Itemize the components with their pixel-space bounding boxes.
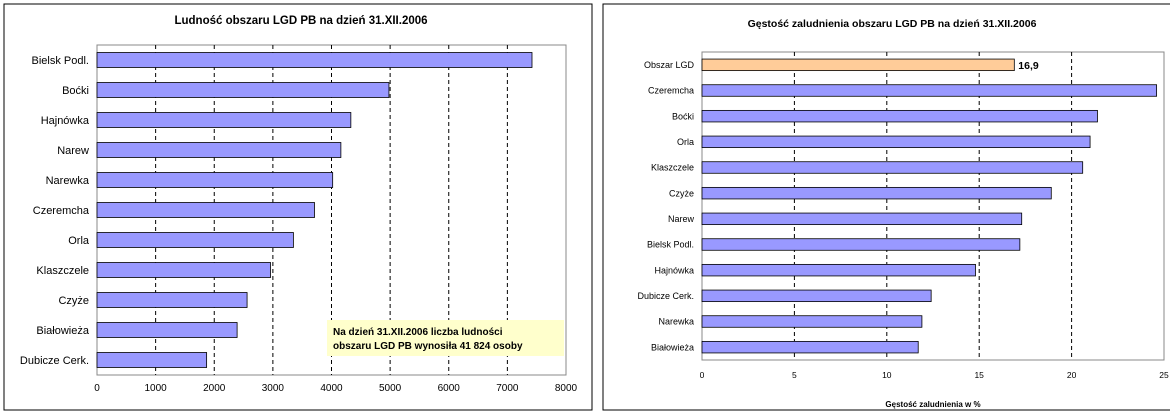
x-tick-label: 25: [1159, 370, 1169, 380]
chart-title: Ludność obszaru LGD PB na dzień 31.XII.2…: [174, 15, 427, 27]
bar-bia-owie-a: [701, 340, 919, 354]
bar-bo-ki: [96, 82, 390, 98]
category-label: Czeremcha: [33, 205, 90, 217]
category-label: Bielsk Podl.: [32, 55, 89, 67]
bar-hajn-wka: [701, 263, 976, 277]
bar-dubicze-cerk: [96, 352, 208, 368]
category-label: Orla: [68, 235, 90, 247]
right-chart-panel: Gęstość zaludnienia obszaru LGD PB na dz…: [596, 0, 1170, 412]
bar-bielsk-podl: [96, 52, 533, 68]
category-label: Dubicze Cerk.: [20, 355, 89, 367]
chart-title: Gęstość zaludnienia obszaru LGD PB na dz…: [748, 18, 1037, 30]
category-label: Hajnówka: [41, 115, 90, 127]
category-label: Dubicze Cerk.: [637, 291, 694, 301]
category-label: Klaszczele: [36, 265, 89, 277]
bar-narew: [701, 212, 1023, 226]
bar-narewka: [701, 315, 923, 328]
x-tick-label: 4000: [320, 383, 343, 394]
category-label: Bielsk Podl.: [647, 240, 694, 250]
x-tick-label: 8000: [555, 383, 578, 394]
x-tick-label: 15: [974, 370, 984, 380]
data-label: 16,9: [1018, 60, 1039, 72]
bar-czeremcha: [96, 202, 315, 218]
density-chart: Gęstość zaludnienia obszaru LGD PB na dz…: [602, 3, 1170, 411]
category-label: Boćki: [672, 111, 694, 121]
bar-obszar-lgd: [701, 58, 1015, 72]
bar-czy-e: [96, 292, 248, 308]
x-tick-label: 1000: [145, 383, 168, 394]
category-label: Narewka: [46, 175, 90, 187]
x-tick-label: 0: [94, 383, 100, 394]
annotation-line-1: Na dzień 31.XII.2006 liczba ludności: [333, 327, 503, 338]
x-tick-label: 7000: [496, 383, 519, 394]
category-label: Narew: [57, 145, 89, 157]
bar-czeremcha: [701, 84, 1158, 97]
bar-orla: [96, 232, 294, 248]
bar-hajn-wka: [96, 112, 352, 128]
bar-dubicze-cerk: [701, 289, 932, 303]
bar-klaszczele: [701, 161, 1084, 174]
x-tick-label: 10: [882, 370, 892, 380]
annotation-line-2: obszaru LGD PB wynosiła 41 824 osoby: [333, 341, 523, 352]
category-label: Narewka: [658, 317, 694, 327]
x-tick-label: 20: [1067, 370, 1077, 380]
x-tick-label: 2000: [203, 383, 226, 394]
plot-area: [701, 51, 1165, 361]
x-tick-label: 5000: [379, 383, 402, 394]
bar-bielsk-podl: [701, 238, 1021, 251]
x-tick-label: 3000: [262, 383, 285, 394]
category-label: Obszar LGD: [644, 60, 695, 70]
category-label: Czyże: [669, 188, 694, 198]
bar-narewka: [96, 172, 334, 188]
x-tick-label: 6000: [438, 383, 461, 394]
annotation-box: [327, 320, 564, 356]
category-label: Białowieża: [651, 342, 694, 352]
category-label: Czyże: [58, 295, 89, 307]
x-tick-label: 0: [700, 370, 705, 380]
population-chart: Ludność obszaru LGD PB na dzień 31.XII.2…: [3, 3, 593, 411]
category-label: Orla: [677, 137, 694, 147]
x-tick-label: 5: [792, 370, 797, 380]
category-label: Narew: [668, 214, 695, 224]
category-label: Hajnówka: [654, 265, 694, 275]
category-label: Klaszczele: [651, 163, 694, 173]
category-label: Boćki: [62, 85, 89, 97]
bar-bia-owie-a: [96, 322, 238, 338]
bar-czy-e: [701, 186, 1052, 200]
bar-klaszczele: [96, 262, 271, 278]
category-label: Czeremcha: [648, 86, 694, 96]
bar-bo-ki: [701, 109, 1098, 123]
bar-orla: [701, 135, 1091, 149]
left-chart-panel: Ludność obszaru LGD PB na dzień 31.XII.2…: [3, 3, 593, 411]
category-label: Białowieża: [36, 325, 89, 337]
x-axis-label: Gęstość zaludnienia w %: [885, 400, 980, 409]
bar-narew: [96, 142, 342, 158]
